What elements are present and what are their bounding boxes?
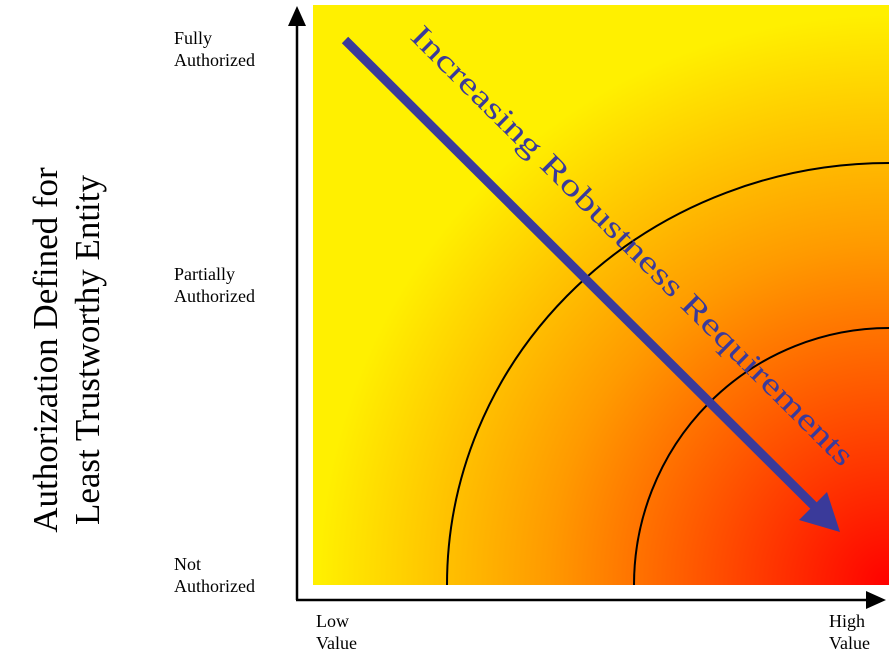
x-tick-high-value: High Value [829,611,870,653]
x-axis-arrowhead [866,591,886,609]
x-tick-low-value: Low Value [316,611,357,653]
robustness-arrowhead [799,492,840,532]
y-tick-not-authorized: Not Authorized [174,554,255,596]
y-tick-partially-authorized: Partially Authorized [174,264,255,306]
robustness-arrow-shaft [341,36,824,516]
outer-robustness-contour [446,162,889,585]
y-axis-arrowhead [288,6,306,26]
y-tick-fully-authorized: Fully Authorized [174,28,255,70]
